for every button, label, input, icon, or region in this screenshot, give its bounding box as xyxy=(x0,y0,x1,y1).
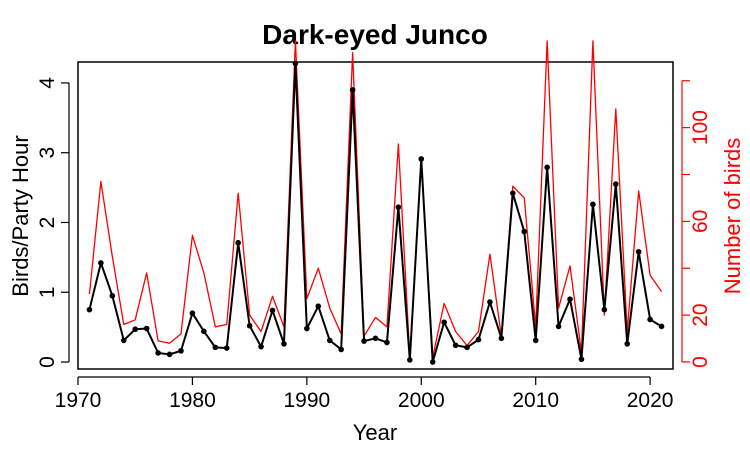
x-tick-label: 1980 xyxy=(169,389,216,412)
data-point xyxy=(567,296,573,303)
y2-axis-label: Number of birds xyxy=(720,138,745,295)
x-axis-label: Year xyxy=(353,420,397,445)
series-layer xyxy=(86,40,665,365)
x-tick-label: 1990 xyxy=(283,389,330,412)
data-point xyxy=(555,323,562,330)
data-point xyxy=(143,325,150,332)
data-point xyxy=(326,337,333,344)
y-tick-label: 0 xyxy=(36,356,59,368)
data-point xyxy=(166,351,173,358)
data-point xyxy=(510,190,516,196)
data-point xyxy=(532,337,539,344)
data-point xyxy=(464,344,470,351)
plot-frame xyxy=(77,61,674,370)
y2-tick-label: 0 xyxy=(689,356,712,368)
bottom-axis: 1970 1980 1990 2000 2010 2020 xyxy=(55,376,674,412)
data-point xyxy=(612,181,619,187)
data-point xyxy=(487,299,493,305)
y-tick-label: 3 xyxy=(36,147,59,159)
data-point xyxy=(120,337,127,344)
data-point xyxy=(189,310,196,316)
chart-title: Dark-eyed Junco xyxy=(262,19,488,50)
y2-tick-label: 60 xyxy=(689,210,712,233)
data-point xyxy=(441,319,447,326)
data-point xyxy=(155,350,161,356)
data-point xyxy=(269,307,276,314)
data-point xyxy=(258,343,264,350)
data-point xyxy=(338,346,344,353)
y-tick-label: 4 xyxy=(36,77,59,89)
data-point xyxy=(315,303,322,310)
right-axis: 0 20 60 100 xyxy=(681,80,712,368)
y-axis-label: Birds/Party Hour xyxy=(8,135,33,296)
y-tick-label: 1 xyxy=(36,286,59,298)
data-point xyxy=(578,356,585,363)
data-point xyxy=(395,204,402,210)
data-point xyxy=(281,341,287,347)
y2-tick-label: 100 xyxy=(689,110,712,145)
data-point xyxy=(635,248,642,255)
data-point xyxy=(601,306,608,313)
x-tick-label: 2000 xyxy=(398,389,445,412)
data-point xyxy=(109,292,116,299)
data-point xyxy=(384,339,390,346)
data-point xyxy=(246,322,253,329)
data-point xyxy=(178,348,184,354)
data-point xyxy=(624,341,631,347)
data-point xyxy=(521,228,528,235)
data-point xyxy=(418,156,425,162)
data-point xyxy=(292,60,299,67)
data-point xyxy=(98,260,104,266)
data-point xyxy=(223,345,230,351)
data-point xyxy=(647,316,653,323)
data-point xyxy=(235,239,241,246)
data-point xyxy=(372,335,379,342)
data-point xyxy=(452,342,459,349)
x-tick-label: 1970 xyxy=(55,389,102,412)
data-point xyxy=(544,164,550,171)
data-point xyxy=(475,336,482,343)
data-point xyxy=(349,87,356,93)
data-point xyxy=(304,325,310,332)
data-point xyxy=(201,328,207,335)
data-point xyxy=(361,338,367,344)
data-point xyxy=(212,344,219,351)
data-point xyxy=(86,306,93,313)
series-line-number-of-birds xyxy=(88,40,663,358)
data-point xyxy=(407,357,413,363)
data-point xyxy=(498,335,505,342)
data-point xyxy=(429,359,436,365)
data-point xyxy=(658,323,665,330)
x-tick-label: 2010 xyxy=(512,389,559,412)
x-tick-label: 2020 xyxy=(627,389,674,412)
data-point xyxy=(590,201,596,208)
y-tick-label: 2 xyxy=(36,217,59,229)
y2-tick-label: 20 xyxy=(689,303,712,326)
left-axis: 0 1 2 3 4 xyxy=(36,77,70,368)
data-point xyxy=(132,326,139,333)
